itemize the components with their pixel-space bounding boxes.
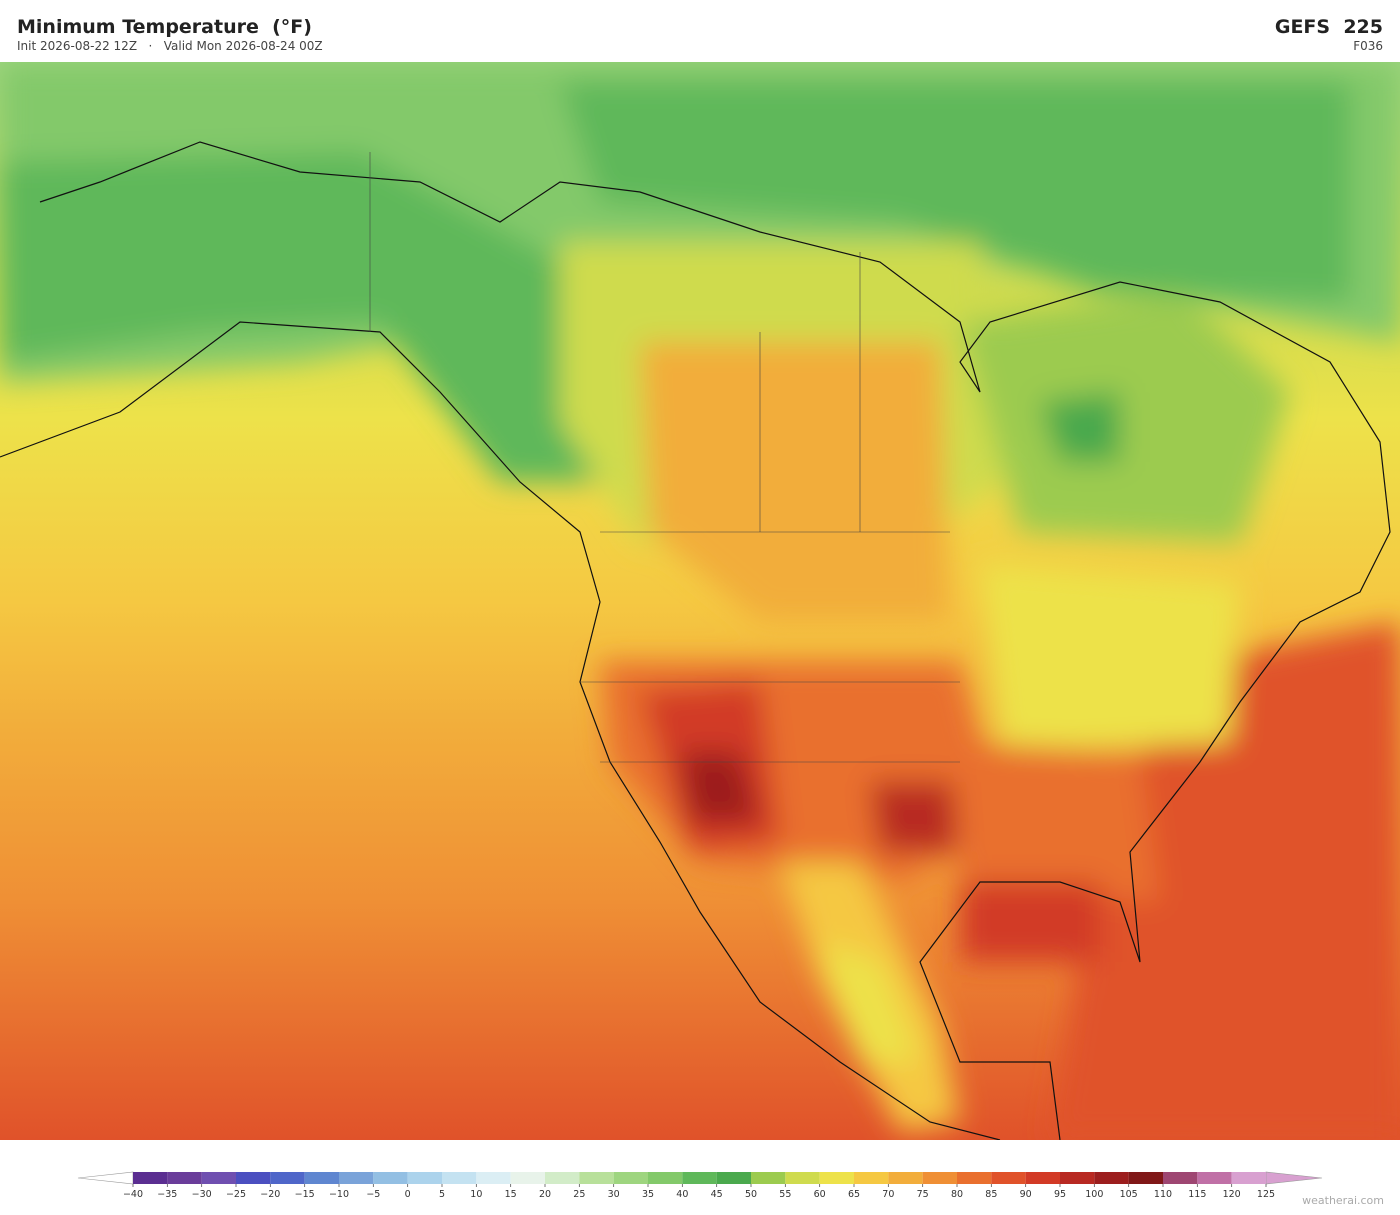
colorbar-box	[167, 1172, 202, 1184]
colorbar-tick-label: 40	[676, 1189, 688, 1200]
colorbar-tick-label: 45	[711, 1189, 723, 1200]
colorbar-tick-label: −30	[192, 1189, 212, 1200]
colorbar-tick-label: 15	[505, 1189, 517, 1200]
colorbar-box	[1197, 1172, 1232, 1184]
colorbar-box	[922, 1172, 957, 1184]
colorbar-box	[407, 1172, 442, 1184]
temperature-map	[0, 62, 1400, 1140]
colorbar-tick-label: 105	[1120, 1189, 1138, 1200]
colorbar-tick-label: −10	[329, 1189, 349, 1200]
colorbar-box	[819, 1172, 854, 1184]
colorbar-tick-label: −35	[157, 1189, 177, 1200]
colorbar-box	[579, 1172, 614, 1184]
colorbar-box	[682, 1172, 717, 1184]
colorbar-tick-label: 100	[1085, 1189, 1103, 1200]
colorbar-tick-label: 85	[985, 1189, 997, 1200]
colorbar-under	[77, 1171, 134, 1185]
colorbar-over	[1265, 1171, 1323, 1185]
colorbar-tick-label: 50	[745, 1189, 757, 1200]
colorbar-box	[613, 1172, 648, 1184]
colorbar-tick-label: 95	[1054, 1189, 1066, 1200]
colorbar-box	[957, 1172, 992, 1184]
colorbar-box	[1163, 1172, 1198, 1184]
colorbar-tick-label: 125	[1257, 1189, 1275, 1200]
colorbar-box	[476, 1172, 511, 1184]
colorbar-tick-label: −40	[123, 1189, 143, 1200]
coastline	[0, 141, 1391, 1140]
colorbar-box	[201, 1172, 236, 1184]
colorbar-tick-label: 20	[539, 1189, 551, 1200]
colorbar-box	[751, 1172, 786, 1184]
map-subtitle: Init 2026-08-22 12Z · Valid Mon 2026-08-…	[17, 39, 323, 53]
colorbar-box	[373, 1172, 408, 1184]
colorbar-tick-label: −5	[366, 1189, 380, 1200]
colorbar-box	[888, 1172, 923, 1184]
colorbar-tick-label: 75	[917, 1189, 929, 1200]
colorbar-tick-label: −20	[260, 1189, 280, 1200]
colorbar-tick-label: 0	[405, 1189, 411, 1200]
colorbar-box	[1094, 1172, 1129, 1184]
borders	[369, 152, 960, 763]
colorbar-tick-label: 60	[814, 1189, 826, 1200]
colorbar-tick-label: 90	[1020, 1189, 1032, 1200]
colorbar-box	[785, 1172, 820, 1184]
colorbar-box	[510, 1172, 545, 1184]
colorbar-tick-label: −25	[226, 1189, 246, 1200]
colorbar-box	[339, 1172, 374, 1184]
colorbar-tick-label: 120	[1223, 1189, 1241, 1200]
colorbar-tick-label: 80	[951, 1189, 963, 1200]
colorbar-tick-label: 115	[1188, 1189, 1206, 1200]
colorbar: −40 −35 −30 −25 −20 −15 −10 −5 0 5 10 15 20 25 30 35 40 4…	[77, 1171, 1323, 1200]
colorbar-box	[716, 1172, 751, 1184]
colorbar-box	[1231, 1172, 1266, 1184]
colorbar-tick-label: 65	[848, 1189, 860, 1200]
colorbar-tick-label: 5	[439, 1189, 445, 1200]
temperature-field	[0, 62, 1400, 1140]
colorbar-tick-label: 25	[573, 1189, 585, 1200]
colorbar-box	[648, 1172, 683, 1184]
forecast-hour: F036	[1353, 39, 1383, 53]
model-name: GEFS 225	[1274, 16, 1383, 38]
watermark: weatherai.com	[1302, 1194, 1384, 1207]
colorbar-box	[1060, 1172, 1095, 1184]
colorbar-tick-label: 70	[882, 1189, 894, 1200]
map-title: Minimum Temperature (°F)	[17, 16, 312, 38]
colorbar-box	[442, 1172, 477, 1184]
colorbar-box	[854, 1172, 889, 1184]
colorbar-box	[304, 1172, 339, 1184]
colorbar-tick-label: −15	[295, 1189, 315, 1200]
colorbar-box	[236, 1172, 271, 1184]
colorbar-box	[991, 1172, 1026, 1184]
colorbar-box	[1128, 1172, 1163, 1184]
colorbar-box	[133, 1172, 168, 1184]
colorbar-tick-label: 30	[608, 1189, 620, 1200]
colorbar-box	[545, 1172, 580, 1184]
colorbar-tick-label: 55	[779, 1189, 791, 1200]
colorbar-box	[270, 1172, 305, 1184]
colorbar-tick-label: 110	[1154, 1189, 1172, 1200]
colorbar-box	[1025, 1172, 1060, 1184]
colorbar-tick-label: 10	[470, 1189, 482, 1200]
colorbar-tick-label: 35	[642, 1189, 654, 1200]
